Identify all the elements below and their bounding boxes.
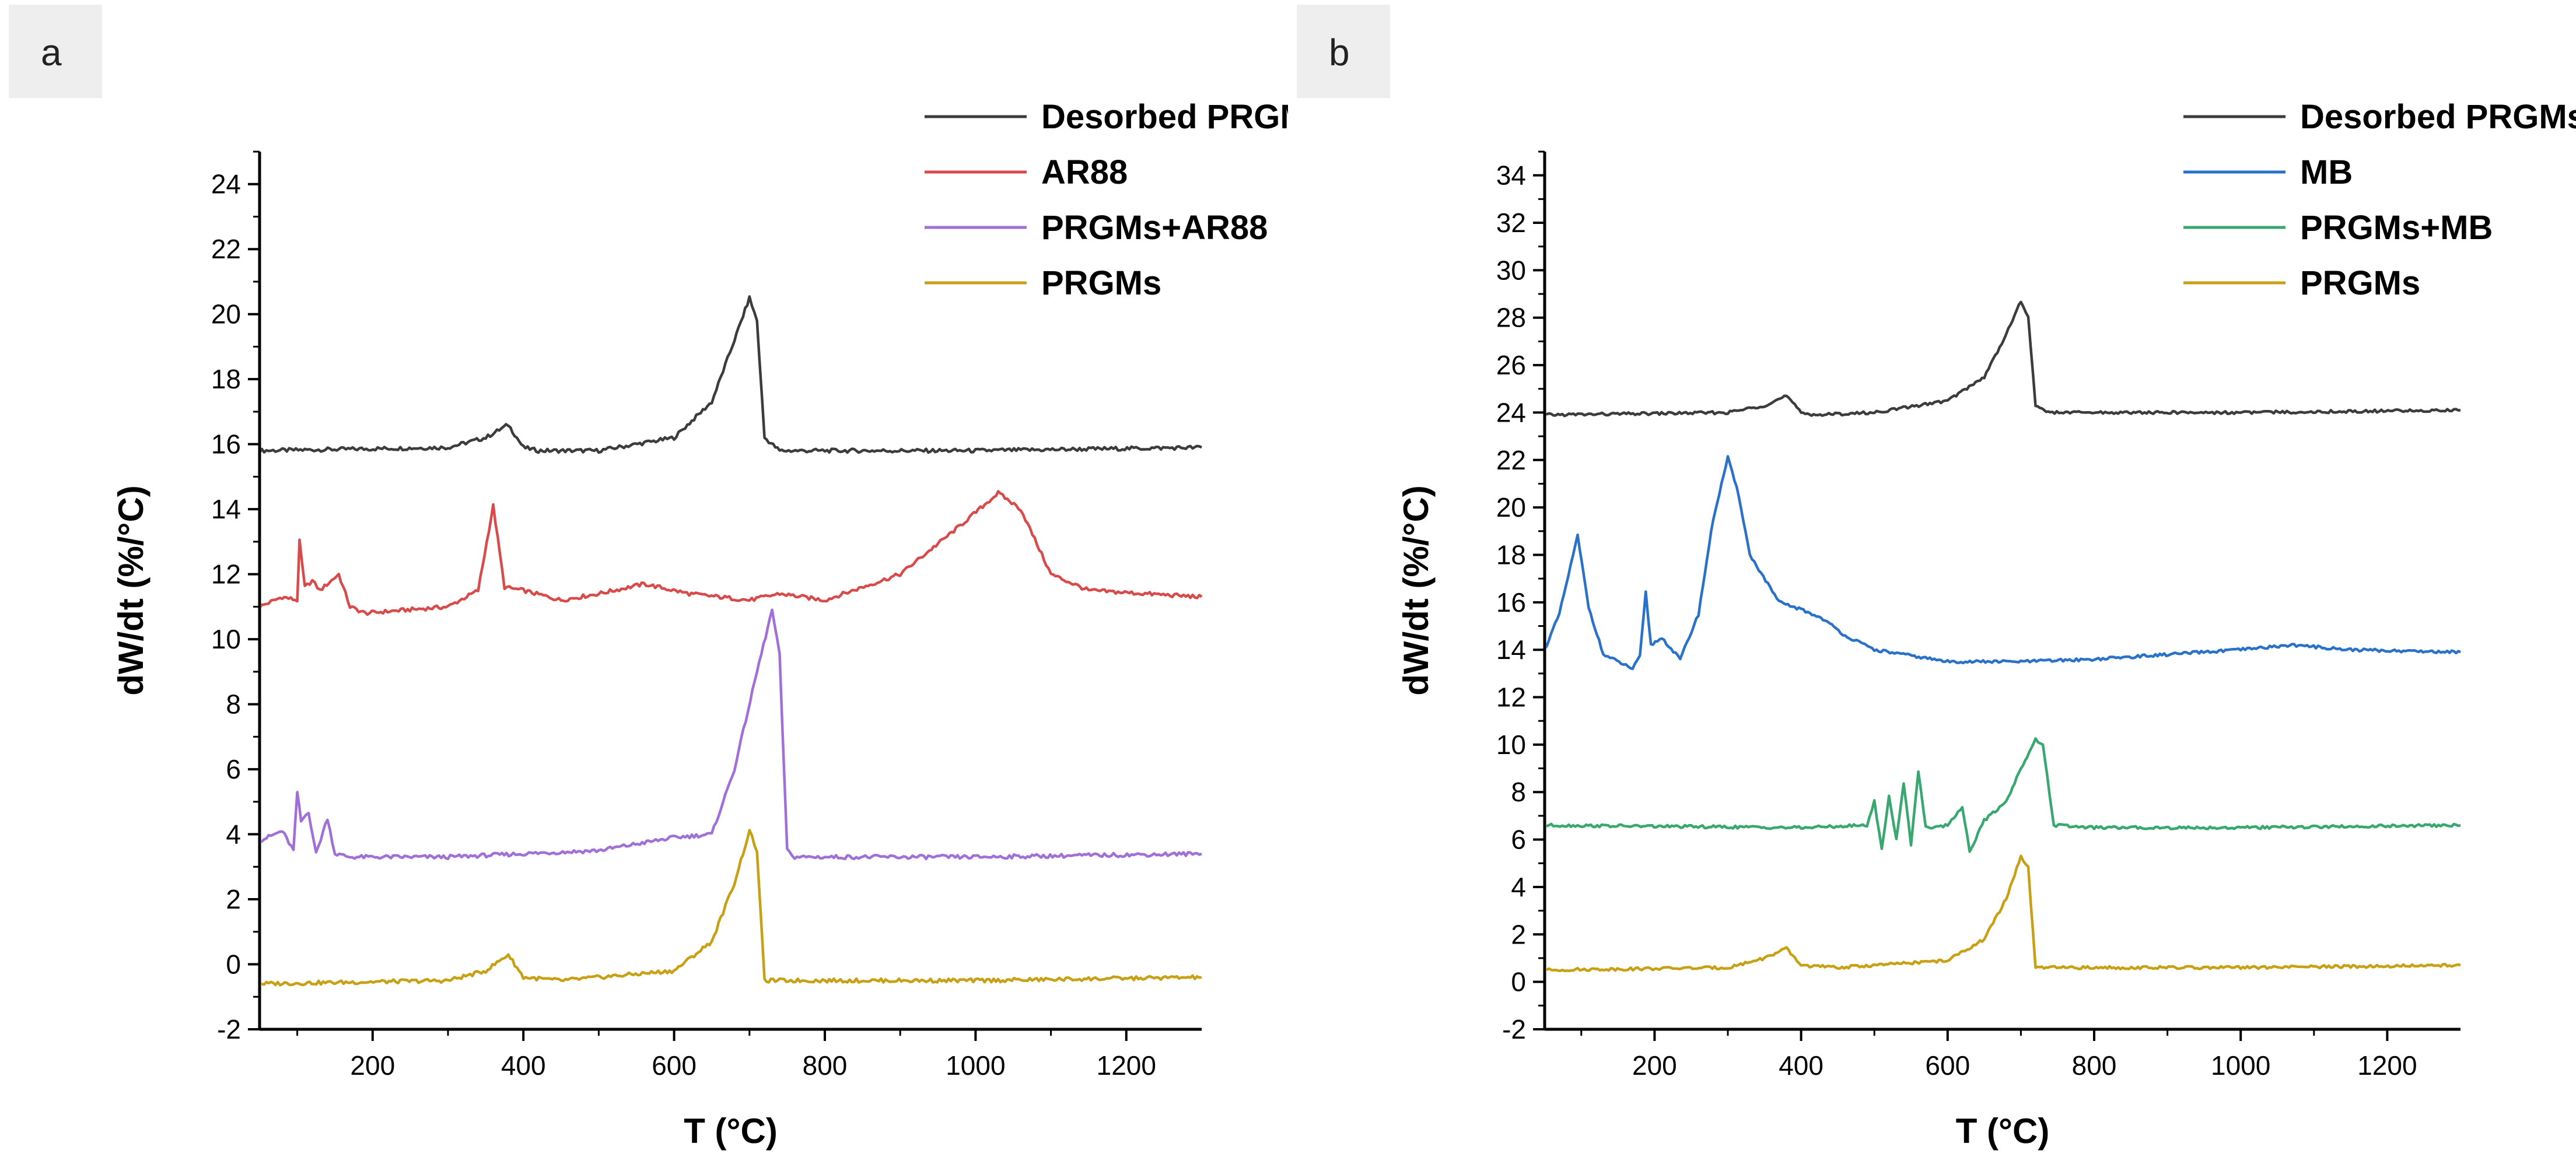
- chart-b-svg: b 200 400 600 800 1000 1200-20246810121416182…: [1297, 5, 2576, 1151]
- series-line-desorbed-prgms: [261, 295, 1202, 454]
- y-tick-label: 4: [226, 819, 241, 850]
- y-tick-label: 22: [211, 234, 241, 264]
- y-tick-label: 14: [211, 494, 241, 524]
- y-tick-label: 30: [1496, 255, 1526, 285]
- x-tick-label: 800: [803, 1050, 848, 1081]
- x-tick-label: 1000: [946, 1050, 1005, 1081]
- legend-label: MB: [2300, 153, 2353, 191]
- y-tick-label: 6: [1511, 825, 1526, 855]
- y-tick-label: 0: [226, 949, 241, 980]
- y-axis-title: dW/dt (%/°C): [1396, 485, 1436, 696]
- y-tick-label: 20: [1496, 492, 1526, 523]
- y-tick-label: 2: [1511, 919, 1526, 949]
- y-tick-label: 16: [1496, 587, 1526, 618]
- panel-label-box: [1297, 5, 1390, 98]
- chart-panel-a: a 200 400 600 800 1000 1200 -2 0 2 4 6 8 10 12 14 16 18 2…: [9, 5, 1288, 1151]
- y-tick-label: 24: [211, 169, 241, 199]
- y-tick-label: 0: [1511, 967, 1526, 997]
- series-line-prgms-ar88: [261, 608, 1202, 861]
- x-tick-label: 400: [1779, 1050, 1824, 1081]
- x-tick-label: 600: [652, 1050, 696, 1081]
- legend-label: PRGMs+MB: [2300, 209, 2493, 247]
- y-tick-label: 6: [226, 754, 241, 784]
- x-axis-title: T (°C): [1956, 1112, 2050, 1151]
- y-tick-label: 22: [1496, 445, 1526, 475]
- x-tick-label: 1200: [1097, 1050, 1156, 1081]
- chart-panel-b: b 200 400 600 800 1000 1200 -2 0 2 4 6 8 10 12 14 16 18 2…: [1288, 0, 2576, 1171]
- x-tick-label: 1200: [2357, 1050, 2417, 1081]
- y-tick-label: 12: [211, 559, 241, 590]
- series-line-ar88: [261, 490, 1203, 616]
- legend-label: PRGMs: [1041, 264, 1161, 302]
- y-tick-label: 26: [1496, 350, 1526, 380]
- x-tick-label: 600: [1925, 1050, 1970, 1081]
- x-axis-title: T (°C): [684, 1112, 778, 1151]
- y-tick-label: -2: [217, 1014, 241, 1044]
- y-tick-label: 20: [211, 299, 241, 329]
- y-tick-label: 32: [1496, 208, 1526, 238]
- x-tick-label: 1000: [2211, 1050, 2270, 1081]
- y-tick-label: 16: [211, 429, 241, 460]
- y-tick-label: 18: [1496, 539, 1526, 570]
- panel-label: b: [1329, 31, 1350, 73]
- series-line-prgms: [261, 829, 1202, 987]
- y-tick-label: 24: [1496, 397, 1526, 427]
- x-tick-label: 200: [1632, 1050, 1677, 1081]
- legend-label: Desorbed PRGMs: [1041, 98, 1288, 136]
- y-tick-label: 18: [211, 364, 241, 394]
- y-tick-label: 34: [1496, 160, 1526, 191]
- x-tick-label: 400: [501, 1050, 546, 1081]
- series-line-prgms-mb: [1546, 737, 2461, 853]
- series-line-desorbed-prgms: [1546, 300, 2461, 418]
- legend-label: Desorbed PRGMs: [2300, 98, 2576, 136]
- y-tick-label: 28: [1496, 303, 1526, 333]
- chart-a-svg: a 200 400 600 800 1000 1200-20246810121416182…: [9, 5, 1288, 1151]
- y-tick-label: 14: [1496, 634, 1526, 665]
- y-tick-label: 10: [211, 624, 241, 654]
- y-tick-label: 4: [1511, 872, 1526, 902]
- series-line-prgms: [1546, 854, 2461, 973]
- y-tick-label: 12: [1496, 682, 1526, 713]
- y-axis-title: dW/dt (%/°C): [111, 485, 150, 696]
- x-tick-label: 200: [350, 1050, 395, 1081]
- panel-label-box: [9, 5, 102, 98]
- y-tick-label: 8: [1511, 777, 1526, 807]
- legend-label: AR88: [1041, 153, 1128, 191]
- legend-label: PRGMs: [2300, 264, 2420, 302]
- panel-label: a: [41, 31, 62, 73]
- y-tick-label: 10: [1496, 730, 1526, 760]
- y-tick-label: 2: [226, 884, 241, 914]
- y-tick-label: 8: [226, 689, 241, 720]
- x-tick-label: 800: [2072, 1050, 2117, 1081]
- series-line-mb: [1546, 455, 2461, 671]
- legend-label: PRGMs+AR88: [1041, 209, 1268, 247]
- y-tick-label: -2: [1502, 1014, 1526, 1044]
